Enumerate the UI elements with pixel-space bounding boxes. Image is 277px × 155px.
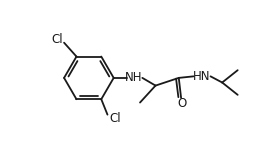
Text: Cl: Cl	[51, 33, 63, 46]
Text: NH: NH	[125, 71, 143, 84]
Text: Cl: Cl	[109, 112, 121, 125]
Text: O: O	[177, 97, 186, 110]
Text: HN: HN	[193, 70, 211, 83]
